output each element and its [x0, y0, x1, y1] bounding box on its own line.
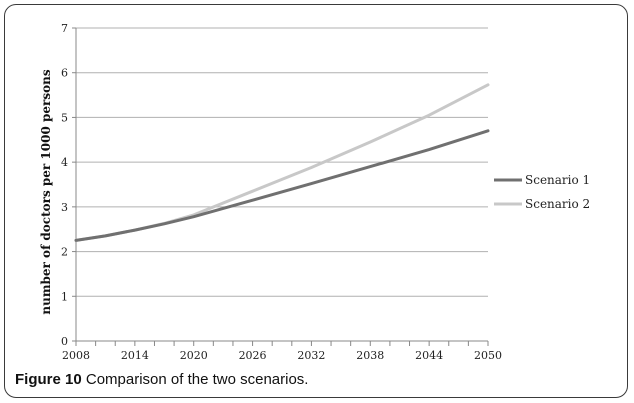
x-tick-label: 2026 — [239, 349, 267, 362]
legend-label: Scenario 1 — [525, 173, 590, 187]
series-line-scenario-1 — [74, 129, 490, 242]
x-tick-label: 2008 — [62, 349, 90, 362]
x-tick-label: 2014 — [121, 349, 149, 362]
x-tick-label: 2050 — [474, 349, 502, 362]
figure-number: Figure 10 — [15, 371, 82, 388]
y-tick-label: 0 — [61, 335, 68, 348]
x-tick-label: 2020 — [180, 349, 208, 362]
y-tick-label: 5 — [61, 111, 68, 124]
y-tick-label: 7 — [61, 22, 68, 35]
x-tick-label: 2044 — [415, 349, 443, 362]
legend-label: Scenario 2 — [525, 197, 590, 211]
legend: Scenario 1 Scenario 2 — [494, 173, 590, 211]
figure-caption: Figure 10 Comparison of the two scenario… — [15, 371, 308, 388]
x-tick-label: 2038 — [356, 349, 384, 362]
y-axis-title: number of doctors per 1000 persons — [39, 69, 53, 314]
series-lines — [74, 83, 490, 242]
x-tick-label: 2032 — [297, 349, 325, 362]
y-tick-label: 1 — [61, 290, 68, 303]
y-tick-label: 4 — [61, 156, 68, 169]
gridlines — [76, 27, 488, 297]
y-tick-label: 6 — [61, 67, 68, 80]
figure-frame — [4, 4, 628, 398]
y-tick-label: 3 — [61, 201, 68, 214]
axes: 0 1 2 3 4 5 6 7 2008 2014 2020 2026 2032 2038 2044 2050 — [61, 22, 502, 362]
caption-text: Comparison of the two scenarios. — [81, 371, 309, 388]
y-tick-label: 2 — [61, 246, 68, 259]
